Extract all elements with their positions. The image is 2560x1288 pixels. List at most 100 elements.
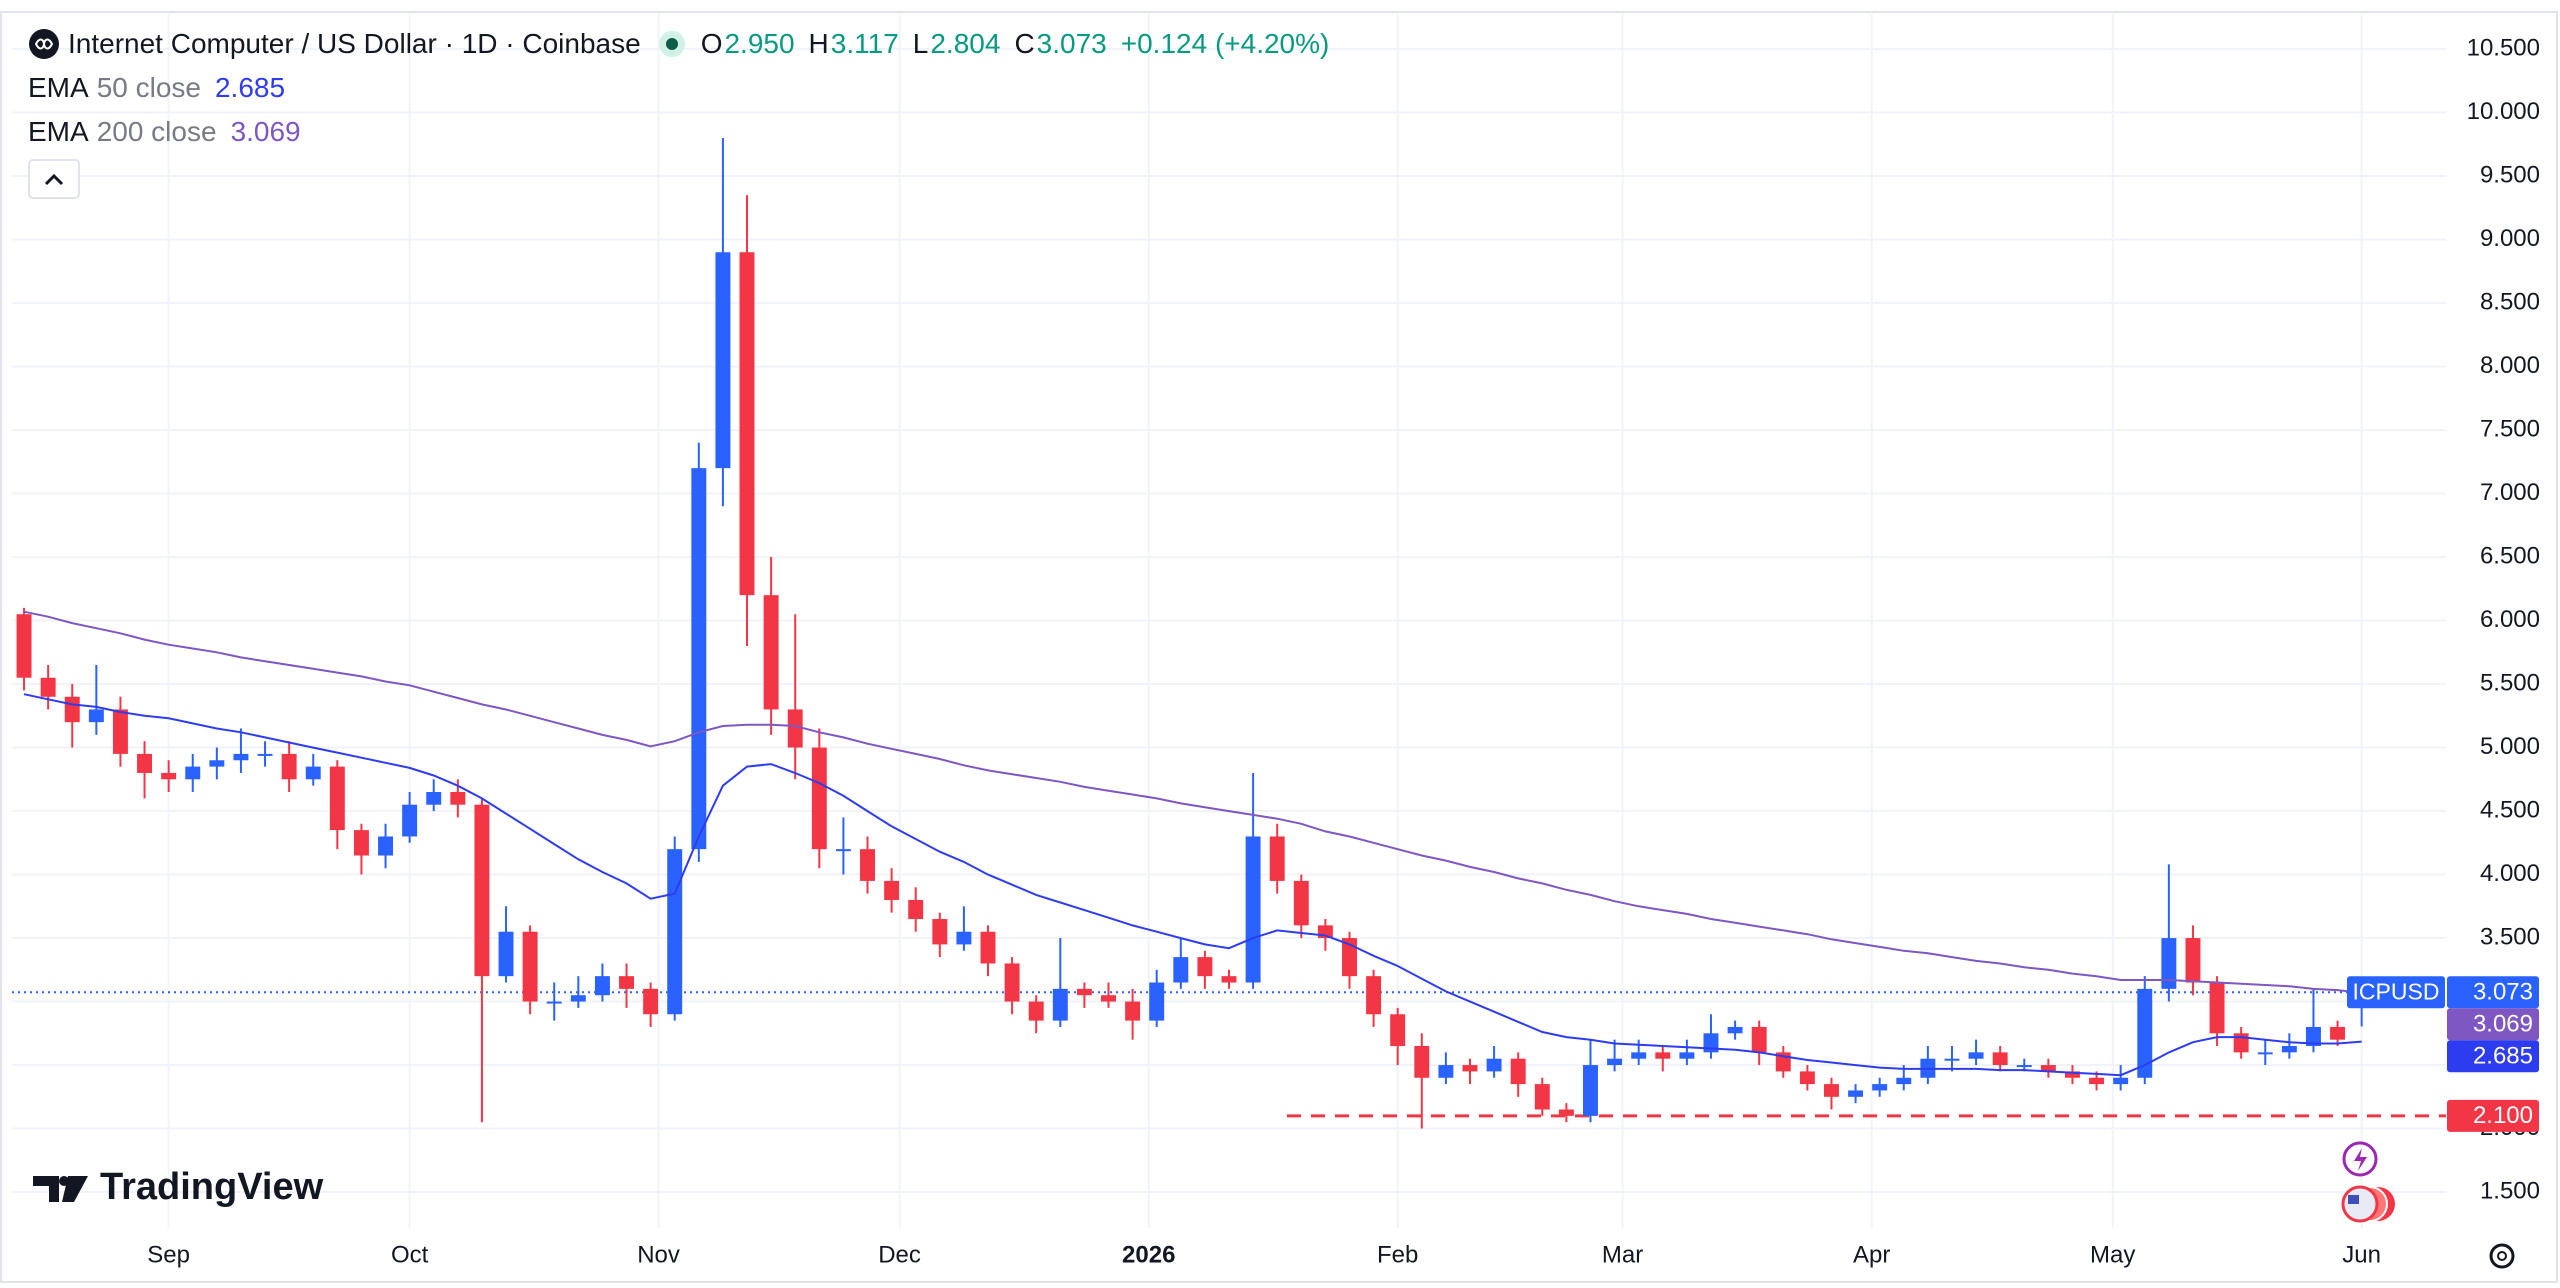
ohlc-label: L — [912, 28, 929, 59]
x-tick-label: Feb — [1377, 1241, 1418, 1268]
candle-body — [474, 804, 490, 977]
candle-body — [2161, 938, 2177, 989]
candle-body — [2016, 1065, 2032, 1068]
candle-body — [763, 595, 779, 710]
y-tick-label: 7.500 — [2480, 415, 2540, 442]
candle-body — [2185, 938, 2201, 983]
candle-body — [2209, 982, 2225, 1034]
price-tag-label: 2.685 — [2473, 1043, 2533, 1070]
brand-icon-dot — [59, 1176, 69, 1186]
candle-body — [1607, 1058, 1623, 1066]
price-tag-label: 3.073 — [2473, 979, 2533, 1006]
candle-body — [161, 772, 177, 780]
candle-body — [353, 830, 369, 856]
collapse-button[interactable] — [28, 159, 80, 199]
candle-body — [209, 760, 225, 767]
candle-body — [715, 252, 731, 469]
candle-body — [1366, 976, 1382, 1015]
y-tick-label: 8.000 — [2480, 352, 2540, 379]
candle-body — [1631, 1052, 1647, 1059]
candle-body — [2113, 1077, 2129, 1085]
x-tick-label: Apr — [1853, 1241, 1890, 1268]
frame — [0, 11, 2558, 1283]
candle-body — [860, 849, 875, 881]
grid: 1.5002.0002.5003.0003.5004.0004.5005.000… — [12, 14, 2540, 1268]
candle-body — [64, 696, 80, 723]
y-tick-label: 5.000 — [2480, 733, 2540, 760]
candle-body — [835, 849, 851, 852]
candle-body — [88, 709, 104, 723]
ohlc-label: C — [1014, 28, 1035, 59]
candle-body — [691, 468, 707, 850]
price-tag-label: 2.100 — [2473, 1102, 2533, 1129]
candle-body — [281, 753, 297, 780]
marks — [12, 137, 2446, 1129]
candle-body — [956, 931, 972, 945]
candle-body — [1438, 1065, 1454, 1078]
x-tick-label: Sep — [147, 1241, 190, 1268]
x-tick-label: Nov — [637, 1241, 680, 1268]
y-tick-label: 5.500 — [2480, 669, 2540, 696]
candle-body — [137, 753, 153, 773]
candle-body — [1968, 1052, 1984, 1059]
price-tag-label: 3.069 — [2473, 1011, 2533, 1038]
ohlc-value: +0.124 (+4.20%) — [1120, 28, 1330, 59]
candle-body — [546, 1001, 562, 1004]
candle-body — [329, 766, 345, 831]
candle-body — [1028, 1001, 1044, 1021]
candle-body — [884, 880, 900, 900]
candle-body — [1197, 957, 1213, 977]
x-tick-label: 2026 — [1122, 1241, 1175, 1268]
brand-icon — [33, 1176, 88, 1202]
ohlc-value: 3.073 — [1036, 28, 1107, 59]
candle-body — [643, 988, 659, 1015]
candle-body — [1245, 836, 1261, 983]
x-tick-label: Mar — [1602, 1241, 1643, 1268]
candle-body — [1076, 988, 1092, 996]
settings-icon[interactable] — [2489, 1243, 2515, 1269]
candle-body — [1390, 1014, 1406, 1047]
price-tag — [2447, 1099, 2539, 1132]
candle-body — [1101, 995, 1116, 1002]
collapse-chevron — [44, 173, 64, 186]
candle-body — [2257, 1052, 2273, 1055]
ohlc-value: 2.950 — [724, 28, 795, 59]
candle-body — [257, 753, 273, 756]
symbol-tag-label: ICPUSD — [2353, 978, 2440, 1004]
ohlc-values: O2.950 H3.117 L2.804 C3.073 +0.124 (+4.20%) — [687, 22, 1330, 66]
candle-body — [1293, 880, 1309, 926]
brand-logo: TradingView — [33, 1166, 324, 1208]
market-status[interactable] — [657, 29, 687, 59]
settings-button[interactable] — [2489, 1243, 2515, 1269]
collapse-button-box[interactable] — [28, 159, 80, 199]
candle-body — [570, 995, 586, 1002]
candle-body — [1462, 1065, 1478, 1072]
candle-body — [112, 709, 128, 754]
y-tick-label: 10.000 — [2467, 98, 2540, 125]
candle-body — [739, 252, 755, 596]
flag-icon-canton — [2348, 1195, 2359, 1204]
indicator-name: EMA — [28, 72, 89, 103]
event-icons[interactable] — [2341, 1141, 2395, 1223]
candle-body — [1149, 982, 1165, 1021]
candle-body — [40, 677, 56, 697]
ohlc-value: 3.117 — [830, 28, 899, 59]
candle-body — [1125, 1001, 1141, 1021]
candle-body — [498, 931, 514, 977]
candle-body — [1583, 1065, 1598, 1116]
candle-body — [811, 747, 827, 850]
y-tick-label: 4.000 — [2480, 860, 2540, 887]
candle-body — [594, 976, 610, 996]
candle-body — [1751, 1026, 1767, 1053]
symbol-tag — [2347, 976, 2445, 1009]
candle-body — [450, 792, 466, 805]
candle-body — [16, 614, 32, 678]
y-tick-label: 3.500 — [2480, 923, 2540, 950]
candle-body — [305, 766, 321, 780]
y-tick-label: 4.500 — [2480, 796, 2540, 823]
ohlc-label: H — [808, 28, 829, 59]
candle-body — [402, 804, 418, 837]
candle-body — [1848, 1090, 1864, 1097]
candle-body — [2281, 1046, 2297, 1053]
